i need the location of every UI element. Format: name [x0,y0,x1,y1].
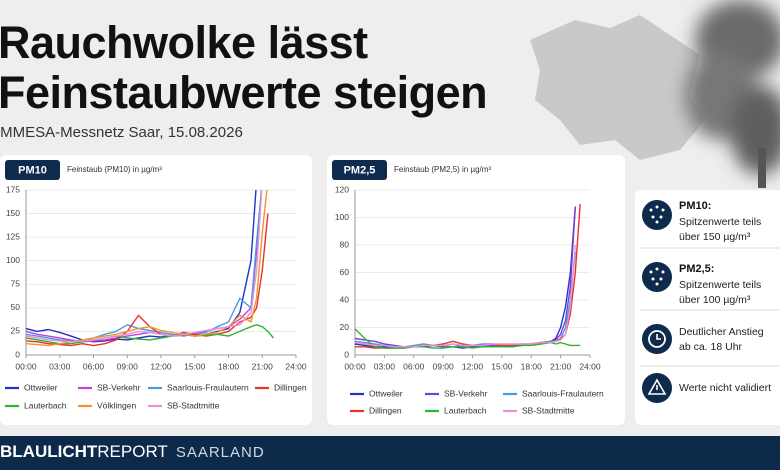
x-tick-label: 18:00 [521,361,543,371]
y-tick-label: 50 [11,302,21,312]
map-silhouette [530,15,705,160]
x-tick-label: 24:00 [579,361,601,371]
charts: PM10 Feinstaub (PM10) in µg/m³ 0 25 50 75 100 1… [0,155,625,425]
footer-bar [0,436,780,470]
brand-regular: REPORT [97,442,168,461]
clock-hands [656,334,661,340]
legend-label: Saarlouis-Fraulautern [167,382,249,392]
panel-item-text: über 150 µg/m³ [679,231,751,243]
y-tick-label: 100 [6,255,20,265]
legend-label: SB-Stadtmitte [522,405,575,415]
x-tick-label: 06:00 [83,361,105,371]
panel-item-title: PM2,5: [679,263,714,275]
y-tick-label: 175 [6,184,20,194]
panel-item-text: Werte nicht validiert [679,382,771,394]
chimney [758,148,766,188]
panel-item-text: Spitzenwerte teils [679,216,761,228]
brand-region: SAARLAND [176,444,265,461]
x-tick-label: 09:00 [432,361,454,371]
x-tick-label: 03:00 [49,361,71,371]
subtitle: IMMESA-Messnetz Saar, 15.08.2026 [0,124,243,141]
x-tick-label: 21:00 [550,361,572,371]
x-tick-label: 06:00 [403,361,425,371]
smoke [685,0,780,175]
panel-item-text: über 100 µg/m³ [679,294,751,306]
card [327,155,625,425]
icon-dots [649,205,665,286]
chart-card: PM10 Feinstaub (PM10) in µg/m³ 0 25 50 75 100 1… [0,155,312,425]
x-tick-label: 24:00 [285,361,307,371]
series-lines [26,190,275,347]
y-tick-label: 25 [11,326,21,336]
panel-item-text: Deutlicher Anstieg [679,326,764,338]
legend-label: Lauterbach [444,405,487,415]
panel-item-title: PM10: [679,200,711,212]
y-tick-label: 60 [340,267,350,277]
legend-label: SB-Verkehr [97,382,141,392]
headline: Rauchwolke lässt [0,17,368,68]
chart-subtitle: Feinstaub (PM2,5) in µg/m³ [394,165,491,174]
icon [642,262,672,292]
brand-bold: BLAULICHT [0,442,98,461]
chart-card: PM2,5 Feinstaub (PM2,5) in µg/m³ 0 20 40 60 80… [327,155,625,425]
series-line [26,213,269,347]
panel-item-text: ab ca. 18 Uhr [679,341,743,353]
x-tick-label: 15:00 [184,361,206,371]
x-tick-label: 15:00 [491,361,513,371]
y-tick-label: 20 [340,322,350,332]
info-panel: PM10: Spitzenwerte teils über 150 µg/m³ … [635,190,780,425]
legend-label: Lauterbach [24,400,67,410]
panel-item-text: Spitzenwerte teils [679,279,761,291]
title-badge [332,160,387,180]
chart-subtitle: Feinstaub (PM10) in µg/m³ [67,165,162,174]
y-tick-label: 0 [344,349,349,359]
series-line [355,244,576,348]
series-line [355,328,581,349]
x-tick-label: 09:00 [117,361,139,371]
card [0,155,312,425]
x-tick-label: 00:00 [344,361,366,371]
y-tick-label: 75 [11,279,21,289]
legend-label: Völklingen [97,400,136,410]
chart-title: PM2,5 [344,164,376,176]
x-tick-label: 12:00 [462,361,484,371]
chart-title: PM10 [18,164,47,176]
title-badge [5,160,60,180]
footer-brand: BLAULICHTREPORT SAARLAND [0,442,265,461]
x-tick-label: 18:00 [218,361,240,371]
clock-icon [648,330,666,348]
legend-label: SB-Verkehr [444,388,488,398]
legend-label: Ottweiler [369,388,403,398]
y-tick-label: 80 [340,239,350,249]
y-tick-label: 40 [340,294,350,304]
headline: Feinstaubwerte steigen [0,67,487,118]
icon [642,200,672,230]
y-tick-label: 100 [335,212,349,222]
x-tick-label: 03:00 [374,361,396,371]
series-lines [355,203,581,349]
y-tick-label: 150 [6,208,20,218]
series-line [26,190,263,343]
x-tick-label: 12:00 [150,361,172,371]
x-tick-label: 21:00 [252,361,274,371]
series-line [26,324,275,345]
legend-label: SB-Stadtmitte [167,400,220,410]
legend-label: Dillingen [274,382,307,392]
legend-label: Saarlouis-Fraulautern [522,388,604,398]
series-line [26,190,263,343]
x-tick-label: 00:00 [15,361,37,371]
legend-label: Ottweiler [24,382,58,392]
y-tick-label: 0 [15,349,20,359]
legend-label: Dillingen [369,405,402,415]
y-tick-label: 120 [335,184,349,194]
warning-icon [647,378,667,395]
y-tick-label: 125 [6,231,20,241]
